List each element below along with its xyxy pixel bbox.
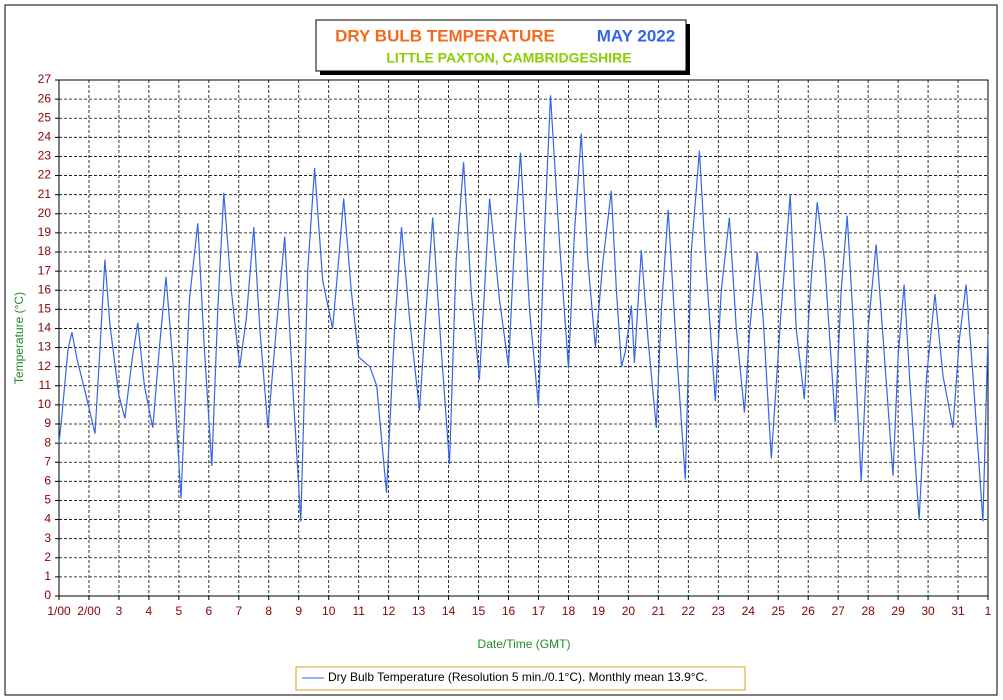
y-tick-label: 20 <box>38 206 52 220</box>
y-tick-label: 6 <box>44 474 51 488</box>
y-tick-label: 24 <box>38 130 52 144</box>
title-box <box>315 19 687 72</box>
chart-title: DRY BULB TEMPERATURE <box>335 26 555 45</box>
x-tick-label: 22 <box>682 604 696 618</box>
x-tick-label: 16 <box>502 604 516 618</box>
x-tick-label: 29 <box>891 604 905 618</box>
chart-period: MAY 2022 <box>597 26 675 45</box>
x-tick-label: 4 <box>146 604 153 618</box>
x-tick-label: 24 <box>742 604 756 618</box>
plot-area <box>58 79 989 597</box>
x-tick-label: 23 <box>712 604 726 618</box>
x-tick-label: 7 <box>235 604 242 618</box>
y-tick-label: 17 <box>38 263 52 277</box>
x-tick-label: 14 <box>442 604 456 618</box>
x-tick-label: 13 <box>412 604 426 618</box>
x-tick-label: 28 <box>861 604 875 618</box>
x-tick-label: 3 <box>116 604 123 618</box>
y-tick-label: 5 <box>44 493 51 507</box>
y-tick-label: 26 <box>38 91 52 105</box>
y-tick-label: 25 <box>38 110 52 124</box>
y-tick-label: 1 <box>44 569 51 583</box>
x-tick-label: 17 <box>532 604 546 618</box>
x-tick-label: 5 <box>176 604 183 618</box>
y-tick-label: 16 <box>38 282 52 296</box>
y-tick-label: 23 <box>38 149 52 163</box>
x-tick-label: 20 <box>622 604 636 618</box>
y-tick-label: 7 <box>44 454 51 468</box>
x-tick-label: 11 <box>352 604 365 618</box>
y-tick-label: 2 <box>44 550 51 564</box>
x-tick-label: 8 <box>265 604 272 618</box>
y-tick-label: 21 <box>38 187 52 201</box>
x-tick-label: 6 <box>205 604 212 618</box>
y-tick-label: 3 <box>44 531 51 545</box>
data-line <box>58 95 989 522</box>
x-tick-label: 21 <box>652 604 666 618</box>
x-tick-label: 27 <box>831 604 845 618</box>
legend-label: Dry Bulb Temperature (Resolution 5 min./… <box>328 670 708 684</box>
x-tick-label: 25 <box>772 604 786 618</box>
legend-box <box>295 666 746 691</box>
y-tick-label: 27 <box>38 72 52 86</box>
y-tick-label: 8 <box>44 435 51 449</box>
x-axis-label: Date/Time (GMT) <box>478 637 571 651</box>
y-tick-label: 22 <box>38 168 52 182</box>
x-tick-label: 10 <box>322 604 336 618</box>
x-tick-label: 31 <box>951 604 965 618</box>
y-tick-label: 15 <box>38 302 52 316</box>
x-tick-label: 26 <box>802 604 816 618</box>
x-tick-label: 9 <box>295 604 302 618</box>
y-tick-label: 10 <box>38 397 52 411</box>
y-tick-label: 18 <box>38 244 52 258</box>
y-tick-label: 4 <box>44 512 51 526</box>
x-tick-label: 18 <box>562 604 576 618</box>
x-tick-label: 1/00 <box>47 604 71 618</box>
y-tick-label: 12 <box>38 359 52 373</box>
x-tick-label: 19 <box>592 604 606 618</box>
y-tick-label: 9 <box>44 416 51 430</box>
y-tick-label: 14 <box>38 321 52 335</box>
y-tick-label: 19 <box>38 225 52 239</box>
x-tick-label: 1 <box>985 604 992 618</box>
x-tick-label: 2/00 <box>77 604 101 618</box>
x-tick-label: 30 <box>921 604 935 618</box>
x-tick-label: 12 <box>382 604 396 618</box>
x-tick-label: 15 <box>472 604 486 618</box>
chart-subtitle: LITTLE PAXTON, CAMBRIDGESHIRE <box>386 50 631 66</box>
y-tick-label: 11 <box>39 378 52 392</box>
y-axis-label: Temperature (°C) <box>12 292 26 384</box>
y-tick-label: 0 <box>44 588 51 602</box>
y-tick-label: 13 <box>38 340 52 354</box>
